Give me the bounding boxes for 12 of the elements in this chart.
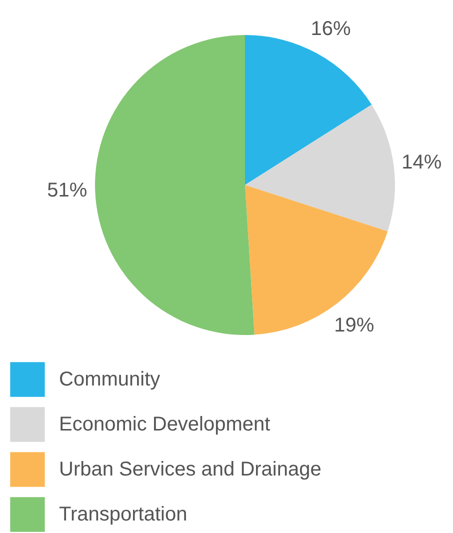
legend-label: Economic Development <box>59 414 271 436</box>
pie-slice <box>245 35 372 185</box>
data-label: 14% <box>402 152 442 174</box>
legend-label: Community <box>59 368 160 390</box>
data-label: 51% <box>47 180 88 202</box>
pie-slice <box>245 185 388 335</box>
pie-slice <box>245 104 395 232</box>
data-label: 19% <box>334 314 374 337</box>
data-label: 16% <box>310 18 351 40</box>
legend-label: Transportation <box>59 504 188 526</box>
legend-label: Urban Services and Drainage <box>59 458 322 480</box>
pie-slice <box>95 35 254 335</box>
